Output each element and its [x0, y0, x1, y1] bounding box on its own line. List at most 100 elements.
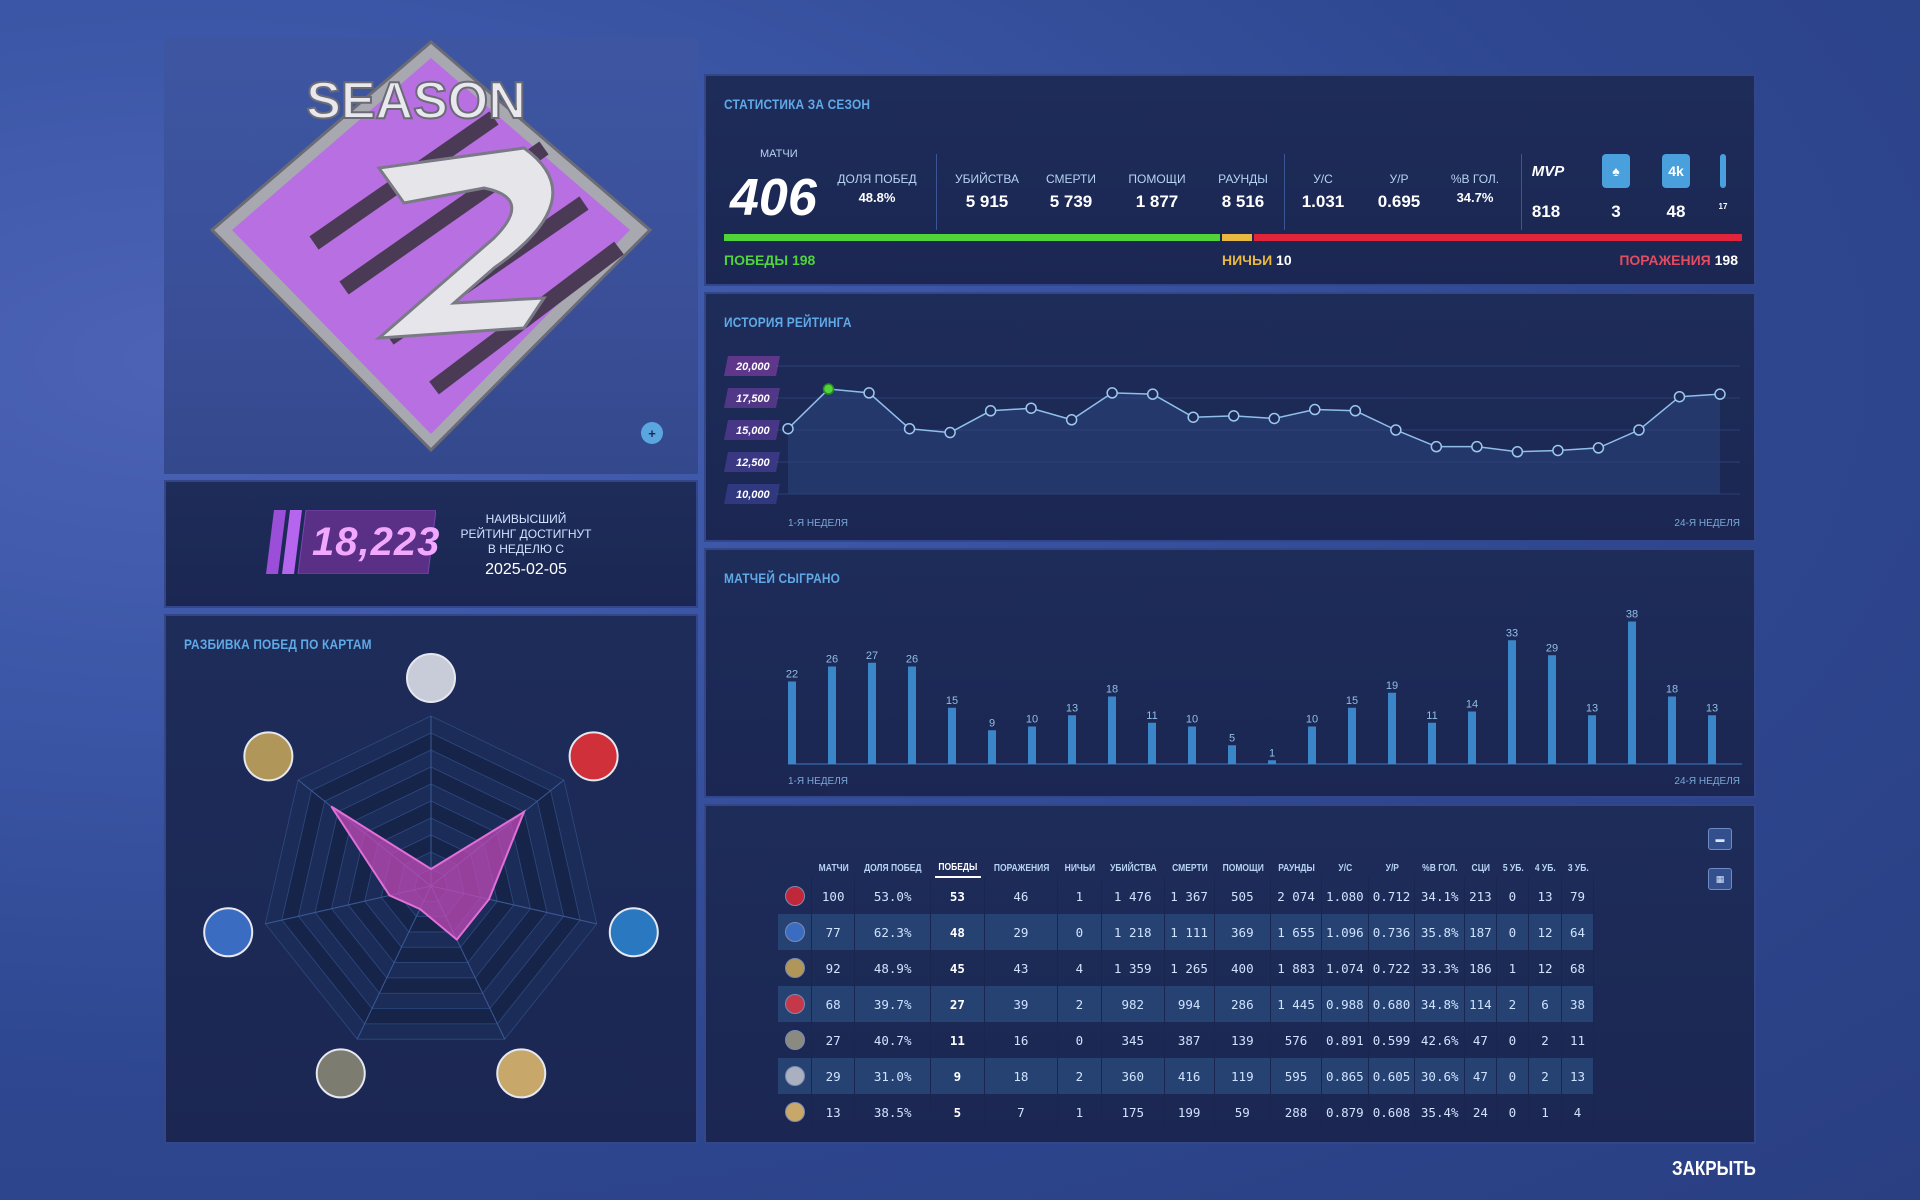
matches-played-panel: МАТЧЕЙ СЫГРАНО 22 26 27 26 15 9 10 13 18 11 10 5 1 10…	[704, 548, 1756, 798]
table-cell: 505	[1215, 878, 1272, 914]
table-cell: 35.4%	[1415, 1094, 1466, 1130]
bar-value-label: 15	[1346, 695, 1358, 707]
map-icon	[784, 922, 805, 942]
y-tick-label: 17,500	[736, 393, 771, 405]
table-cell: 1	[1497, 950, 1530, 986]
y-tick-badge	[724, 356, 780, 376]
data-point	[984, 405, 997, 417]
table-cell: 1 367	[1165, 878, 1215, 914]
table-cell: 387	[1165, 1022, 1215, 1058]
bar	[1308, 726, 1316, 764]
table-cell: 48.9%	[855, 950, 931, 986]
stat-deaths: СМЕРТИ 5 739	[1046, 172, 1096, 211]
table-cell: 1 265	[1165, 950, 1215, 986]
rating-history-chart: 20,000 17,500 15,000 12,500 10,000 1-Я НЕДЕЛЯ…	[724, 356, 1740, 529]
col-assists[interactable]: ПОМОЩИ	[1222, 862, 1264, 874]
bar-value-label: 18	[1106, 684, 1118, 696]
map-icon	[608, 907, 659, 958]
col-kills[interactable]: УБИЙСТВА	[1109, 862, 1157, 874]
losses-summary: ПОРАЖЕНИЯ 198	[1619, 252, 1738, 268]
col-sci[interactable]: СЦИ	[1471, 862, 1491, 874]
ace-value: 3	[1611, 202, 1621, 221]
col-matches[interactable]: МАТЧИ	[818, 862, 849, 874]
table-cell: 0	[1496, 1058, 1530, 1094]
data-point	[1025, 402, 1037, 414]
data-point	[1268, 412, 1281, 425]
y-tick-badge	[724, 388, 780, 408]
table-cell: 16	[985, 1022, 1059, 1058]
bar-value-label: 11	[1146, 710, 1157, 722]
table-cell: 0.736	[1368, 914, 1416, 950]
matches-played-chart: 22 26 27 26 15 9 10 13 18 11 10 5 1 10 15 19 11 14 33 29 13 3…	[786, 609, 1742, 787]
table-cell: 40.7%	[855, 1022, 931, 1058]
col-rounds[interactable]: РАУНДЫ	[1278, 862, 1315, 874]
draws-bar	[1222, 234, 1252, 241]
table-cell: 2	[1058, 986, 1102, 1022]
season-logo-panel: SEASON +	[164, 38, 698, 474]
x-start-label: 1-Я НЕДЕЛЯ	[788, 518, 848, 529]
table-cell: 345	[1102, 1022, 1165, 1058]
bar-value-label: 13	[1586, 702, 1598, 714]
season-stats-title: СТАТИСТИКА ЗА СЕЗОН	[724, 96, 871, 112]
table-cell: 369	[1214, 914, 1272, 950]
table-cell: 13	[1561, 1058, 1595, 1094]
col-wins[interactable]: ПОБЕДЫ	[935, 858, 981, 878]
col-winrate[interactable]: ДОЛЯ ПОБЕД	[864, 862, 922, 874]
close-button[interactable]: ЗАКРЫТЬ	[1672, 1158, 1756, 1180]
table-cell: 11	[931, 1022, 985, 1058]
rating-history-panel: ИСТОРИЯ РЕЙТИНГА 20,000 17,500 15,000 12,50…	[704, 292, 1756, 542]
bar-value-label: 33	[1506, 627, 1518, 639]
data-point	[782, 422, 794, 435]
bar	[1348, 707, 1356, 764]
bar	[1068, 715, 1076, 764]
table-cell: 288	[1271, 1094, 1323, 1130]
divider	[1521, 154, 1522, 230]
col-losses[interactable]: ПОРАЖЕНИЯ	[993, 862, 1050, 874]
table-cell: 595	[1271, 1058, 1323, 1094]
bar	[828, 666, 836, 764]
data-point	[1552, 444, 1564, 457]
table-cell: 0.879	[1322, 1094, 1369, 1130]
zoom-icon[interactable]: +	[641, 422, 663, 444]
series-area	[788, 389, 1720, 494]
radar-axis	[356, 885, 432, 1040]
draws-summary: НИЧЬИ 10	[1222, 252, 1292, 268]
bar	[1228, 745, 1236, 764]
col-deaths[interactable]: СМЕРТИ	[1171, 862, 1208, 874]
map-wins-panel: РАЗБИВКА ПОБЕД ПО КАРТАМ	[164, 614, 698, 1144]
table-cell: 27	[930, 986, 985, 1022]
map-icon	[406, 653, 456, 703]
table-cell: 33.3%	[1415, 950, 1466, 986]
radar-chart	[203, 653, 659, 1099]
table-cell: 1 359	[1102, 950, 1165, 986]
bar	[908, 666, 916, 764]
col-kd[interactable]: У/С	[1338, 862, 1353, 874]
grid-view-button[interactable]: ▦	[1708, 868, 1732, 890]
col-4k[interactable]: 4 УБ.	[1535, 862, 1556, 874]
matches-played-title: МАТЧЕЙ СЫГРАНО	[724, 570, 841, 586]
bar-value-label: 26	[906, 654, 918, 666]
table-cell: 0	[1058, 914, 1102, 950]
ace-spade-icon: ♠	[1602, 154, 1630, 188]
table-cell: 12	[1529, 950, 1562, 986]
col-3k[interactable]: 3 УБ.	[1567, 862, 1589, 874]
map-icon	[315, 1048, 366, 1099]
col-5k[interactable]: 5 УБ.	[1502, 862, 1524, 874]
table-cell: 1 445	[1271, 986, 1323, 1022]
table-cell: 0.599	[1369, 1022, 1416, 1058]
table-cell: 1 476	[1102, 878, 1165, 914]
table-cell: 0	[1058, 1022, 1102, 1058]
col-headshot[interactable]: %В ГОЛ.	[1422, 862, 1458, 874]
table-cell: 4	[1562, 1094, 1595, 1130]
table-cell: 7	[985, 1094, 1059, 1130]
table-cell: 38	[1561, 986, 1595, 1022]
wins-bar	[724, 234, 1220, 241]
col-draws[interactable]: НИЧЬИ	[1064, 862, 1096, 874]
col-kr[interactable]: У/Р	[1385, 862, 1399, 874]
bar-value-label: 10	[1306, 714, 1318, 726]
table-cell: 13	[1529, 878, 1562, 914]
highest-rating-value: 18,223	[312, 520, 441, 564]
table-cell: 982	[1101, 986, 1165, 1022]
table-cell: 47	[1465, 1022, 1497, 1058]
list-view-button[interactable]: ▬	[1708, 828, 1732, 850]
